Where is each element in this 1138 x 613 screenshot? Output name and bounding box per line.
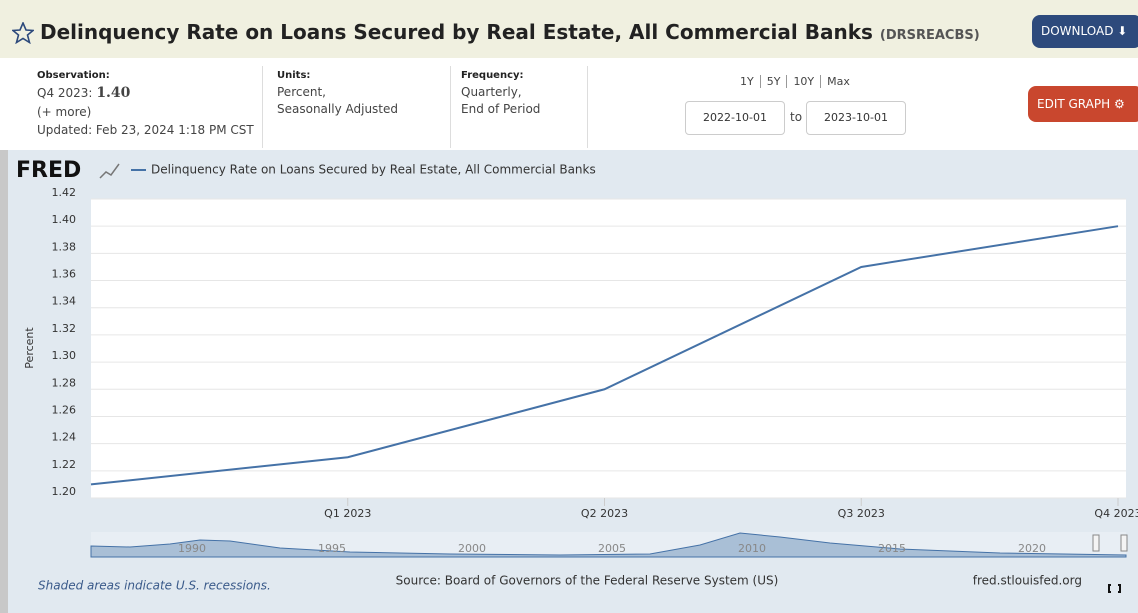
header: Delinquency Rate on Loans Secured by Rea…: [0, 0, 1138, 58]
range-button[interactable]: 10Y: [786, 75, 821, 88]
recession-note: Shaded areas indicate U.S. recessions.: [38, 579, 271, 593]
y-tick-label: 1.38: [52, 240, 77, 253]
y-tick-label: 1.34: [52, 295, 77, 308]
x-tick-label: Q2 2023: [581, 507, 628, 520]
navigator-label: 2020: [1018, 542, 1046, 555]
y-axis-label: Percent: [23, 327, 36, 369]
units: Percent, Seasonally Adjusted: [277, 84, 398, 118]
more-link[interactable]: (+ more): [37, 105, 92, 119]
frequency-label: Frequency:: [461, 70, 524, 81]
updated: Updated: Feb 23, 2024 1:18 PM CST: [37, 123, 254, 137]
range-button[interactable]: 1Y: [740, 75, 754, 88]
frequency-line: Quarterly,: [461, 85, 522, 99]
observation-period: Q4 2023:: [37, 86, 93, 100]
units-label: Units:: [277, 70, 311, 81]
units-line: Seasonally Adjusted: [277, 102, 399, 116]
y-tick-label: 1.22: [52, 458, 77, 471]
observation-label: Observation:: [37, 70, 110, 81]
navigator-label: 2010: [738, 542, 766, 555]
frequency: Quarterly, End of Period: [461, 84, 540, 118]
date-from[interactable]: 2022-10-01: [685, 101, 785, 135]
x-tick-label: Q4 2023: [1094, 507, 1138, 520]
y-tick-label: 1.36: [52, 268, 77, 281]
navigator-label: 2015: [878, 542, 906, 555]
to-label: to: [790, 110, 803, 124]
site[interactable]: fred.stlouisfed.org: [973, 574, 1082, 588]
chart: FRED Delinquency Rate on Loans Secured b…: [0, 150, 1138, 613]
y-tick-label: 1.28: [52, 376, 77, 389]
frequency-line: End of Period: [461, 102, 541, 116]
date-to[interactable]: 2023-10-01: [806, 101, 906, 135]
navigator-label: 2000: [458, 542, 486, 555]
x-tick-label: Q3 2023: [838, 507, 885, 520]
edit-graph-label: EDIT GRAPH: [1037, 97, 1111, 111]
y-tick-label: 1.42: [52, 186, 77, 199]
range-buttons: 1Y 5Y 10Y Max: [734, 75, 856, 88]
navigator-label: 1990: [178, 542, 206, 555]
range-button[interactable]: Max: [820, 75, 856, 88]
series-id: (DRSREACBS): [879, 28, 980, 43]
range-button[interactable]: 5Y: [759, 75, 787, 88]
edit-graph-button[interactable]: EDIT GRAPH ⚙: [1028, 86, 1138, 122]
download-label: DOWNLOAD: [1041, 24, 1114, 38]
y-tick-label: 1.32: [52, 322, 77, 335]
download-button[interactable]: DOWNLOAD ⬇: [1032, 15, 1138, 48]
y-tick-label: 1.26: [52, 403, 77, 416]
y-tick-label: 1.24: [52, 431, 77, 444]
navigator-label: 1995: [318, 542, 346, 555]
title: Delinquency Rate on Loans Secured by Rea…: [40, 20, 873, 44]
fred-logo: FRED: [16, 158, 81, 183]
units-line: Percent,: [277, 85, 326, 99]
y-tick-label: 1.40: [52, 213, 77, 226]
observation-value: 1.40: [96, 85, 131, 101]
legend-label: Delinquency Rate on Loans Secured by Rea…: [151, 163, 596, 177]
y-tick-label: 1.30: [52, 349, 77, 362]
x-tick-label: Q1 2023: [324, 507, 371, 520]
navigator-label: 2005: [598, 542, 626, 555]
source: Source: Board of Governors of the Federa…: [396, 574, 779, 588]
fullscreen-icon[interactable]: [1108, 584, 1121, 593]
y-tick-label: 1.20: [52, 485, 77, 498]
series-line: [90, 225, 1119, 486]
star-icon[interactable]: [12, 22, 34, 44]
